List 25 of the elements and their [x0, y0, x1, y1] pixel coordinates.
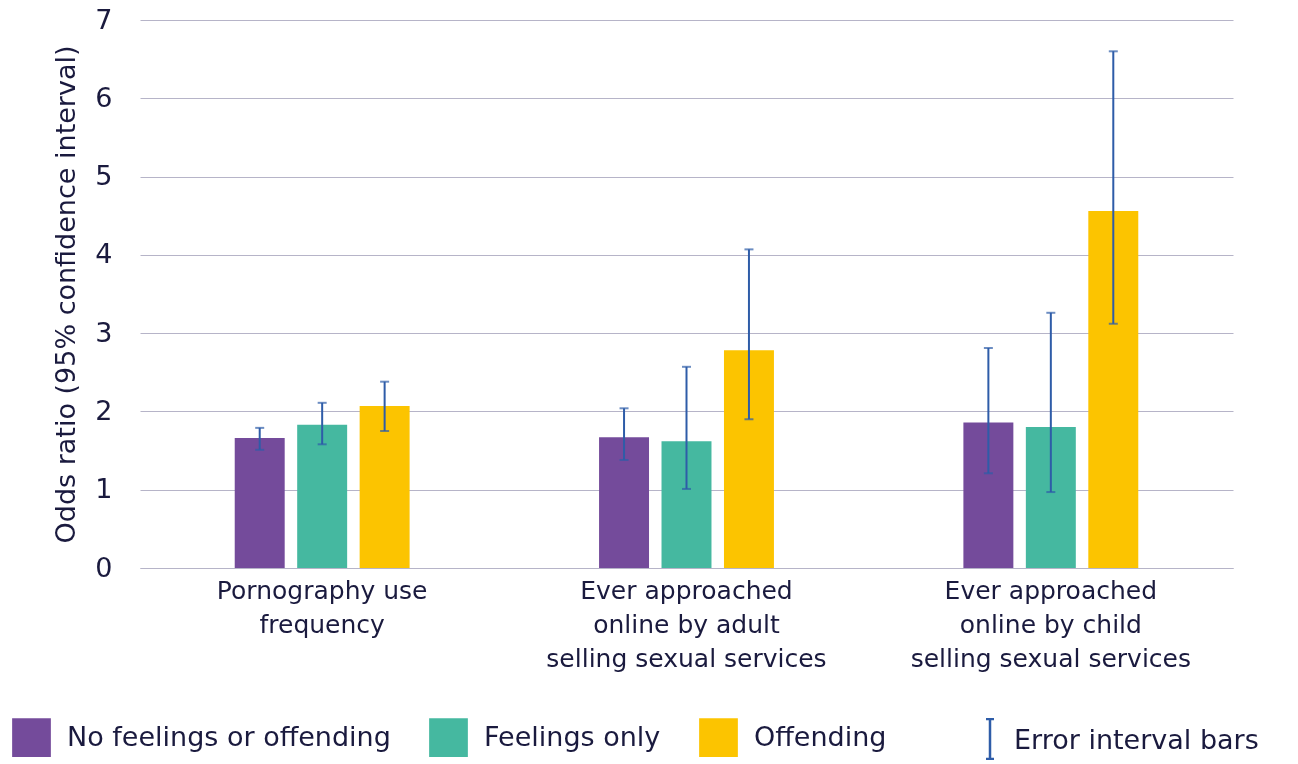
- y-tick-label: 3: [95, 316, 113, 348]
- bar: [661, 441, 712, 568]
- y-tick-label: 0: [95, 551, 113, 583]
- bar: [599, 437, 650, 568]
- bar: [723, 350, 774, 568]
- y-axis-title: Odds ratio (95% confidence interval): [50, 45, 82, 544]
- text: Error interval bars: [1014, 723, 1259, 755]
- bar: [234, 438, 285, 568]
- bar: [297, 424, 348, 568]
- x-tick-label: Ever approached online by adult selling sexual services: [546, 575, 827, 673]
- legend-label: No feelings or offending: [67, 720, 391, 752]
- legend-label: Feelings only: [484, 720, 661, 752]
- bar: [963, 422, 1014, 568]
- bar: [1025, 427, 1076, 568]
- bar: [1088, 211, 1139, 568]
- y-tick-label: 7: [95, 3, 113, 35]
- y-tick-label: 1: [95, 473, 113, 505]
- y-tick-label: 6: [95, 81, 113, 113]
- y-tick-label: 5: [95, 160, 113, 192]
- x-tick-label: Ever approached online by child selling sexual services: [910, 575, 1191, 673]
- bar: [359, 405, 410, 568]
- y-tick-label: 4: [95, 238, 113, 270]
- x-tick-label: Pornography use frequency: [216, 575, 428, 639]
- y-tick-label: 2: [95, 394, 113, 426]
- legend-label: Offending: [754, 720, 887, 752]
